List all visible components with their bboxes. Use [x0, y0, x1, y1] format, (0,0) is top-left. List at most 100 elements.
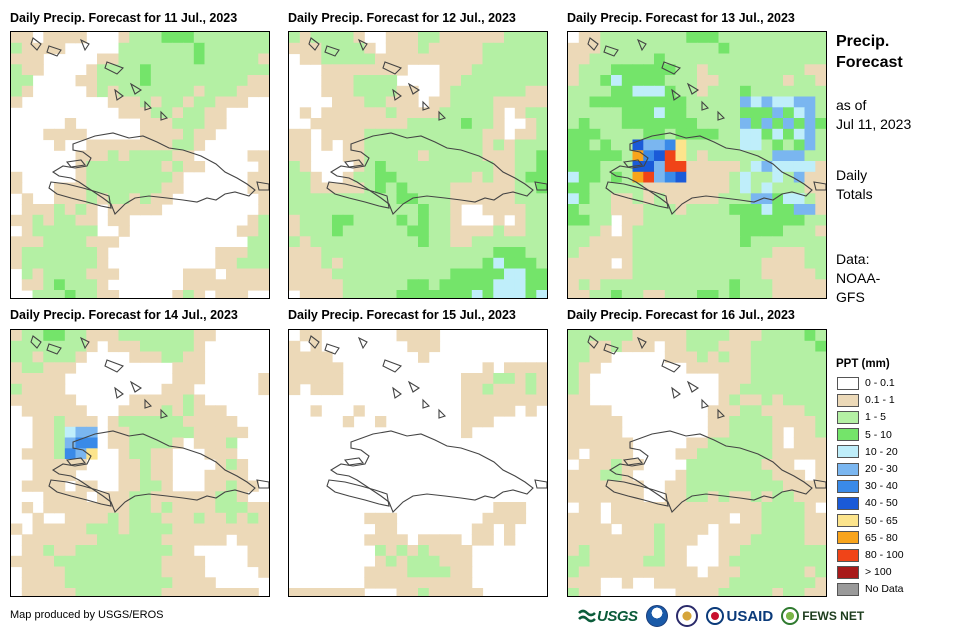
precip-cell — [161, 182, 173, 194]
precip-cell — [536, 247, 547, 259]
precip-cell — [740, 96, 752, 108]
precip-cell — [697, 491, 709, 503]
map-panel-jul-16[interactable] — [567, 329, 827, 597]
precip-cell — [675, 107, 687, 119]
precip-cell — [664, 545, 677, 557]
map-panel-jul-12[interactable] — [288, 31, 548, 299]
precip-cell — [32, 416, 44, 428]
precip-cell — [793, 193, 806, 205]
precip-cell — [793, 128, 806, 141]
precip-cell — [761, 588, 773, 596]
precip-cell — [525, 53, 537, 65]
precip-cell — [321, 383, 333, 396]
precip-cell — [729, 448, 741, 460]
fews-net-logo: FEWS NET — [781, 607, 864, 625]
precip-cell — [215, 279, 227, 291]
precip-cell — [32, 523, 44, 535]
precip-cell — [815, 75, 826, 87]
precip-cell — [258, 204, 269, 216]
precip-cell — [43, 362, 55, 374]
precip-cell — [729, 290, 741, 298]
precip-cell — [686, 268, 698, 280]
precip-cell — [11, 96, 23, 108]
precip-cell — [75, 75, 87, 87]
precip-cell — [611, 128, 623, 141]
precip-cell — [664, 351, 677, 363]
map-panel-jul-14[interactable] — [10, 329, 270, 597]
precip-cell — [418, 118, 430, 130]
precip-cell — [578, 290, 591, 298]
precip-cell — [600, 85, 612, 98]
precip-cell — [461, 247, 473, 259]
precip-cell — [750, 523, 763, 535]
map-panel-jul-11[interactable] — [10, 31, 270, 299]
precip-cell — [21, 405, 34, 417]
precip-cell — [707, 85, 720, 98]
precip-cell — [129, 394, 141, 406]
precip-cell — [428, 214, 441, 227]
precip-cell — [729, 236, 741, 248]
precip-cell — [740, 85, 752, 98]
precip-cell — [353, 182, 365, 194]
map-panel-jul-15[interactable] — [288, 329, 548, 597]
precip-cell — [310, 405, 322, 417]
precip-cell — [504, 383, 516, 396]
precip-cell — [75, 577, 87, 589]
precip-cell — [493, 268, 505, 280]
precip-cell — [664, 257, 677, 270]
precip-cell — [815, 340, 826, 353]
precip-cell — [632, 64, 644, 76]
precip-cell — [632, 236, 644, 248]
precip-cell — [804, 512, 816, 525]
precip-cell — [697, 107, 709, 119]
precip-cell — [589, 32, 601, 44]
precip-cell — [428, 171, 441, 184]
precip-cell — [75, 257, 87, 270]
precip-cell — [675, 290, 687, 298]
precip-cell — [815, 290, 826, 298]
precip-cell — [342, 225, 355, 237]
precip-cell — [697, 330, 709, 342]
precip-cell — [140, 523, 152, 535]
precip-cell — [342, 85, 355, 98]
legend-swatch — [837, 393, 859, 407]
precip-cell — [686, 236, 698, 248]
precip-cell — [64, 534, 77, 546]
precip-cell — [686, 53, 698, 65]
precip-cell — [482, 128, 494, 141]
precip-cell — [568, 118, 580, 130]
precip-cell — [450, 555, 462, 568]
precip-cell — [161, 545, 173, 557]
precip-cell — [750, 437, 763, 449]
precip-cell — [815, 118, 826, 130]
precip-cell — [64, 351, 77, 363]
precip-cell — [471, 53, 484, 65]
precip-cell — [654, 225, 666, 237]
precip-cell — [643, 268, 655, 280]
precip-cell — [600, 193, 612, 205]
precip-cell — [64, 290, 77, 298]
map-panel-jul-13[interactable] — [567, 31, 827, 299]
precip-cell — [75, 330, 87, 342]
precip-cell — [342, 32, 355, 44]
precip-cell — [482, 534, 494, 546]
precip-cell — [804, 96, 816, 108]
precip-cell — [226, 469, 238, 482]
precip-cell — [707, 75, 720, 87]
precip-cell — [632, 118, 644, 130]
legend-swatch — [837, 410, 859, 424]
precip-cell — [396, 182, 408, 194]
precip-cell — [740, 53, 752, 65]
precip-cell — [578, 545, 591, 557]
precip-cell — [407, 32, 419, 44]
precip-cell — [140, 32, 152, 44]
precip-cell — [525, 75, 537, 87]
precip-cell — [525, 139, 537, 151]
precip-cell — [643, 279, 655, 291]
precip-cell — [140, 534, 152, 546]
precip-cell — [107, 171, 120, 184]
precip-cell — [783, 161, 795, 173]
precip-cell — [204, 416, 216, 428]
precip-cell — [364, 107, 376, 119]
precip-cell — [226, 247, 238, 259]
